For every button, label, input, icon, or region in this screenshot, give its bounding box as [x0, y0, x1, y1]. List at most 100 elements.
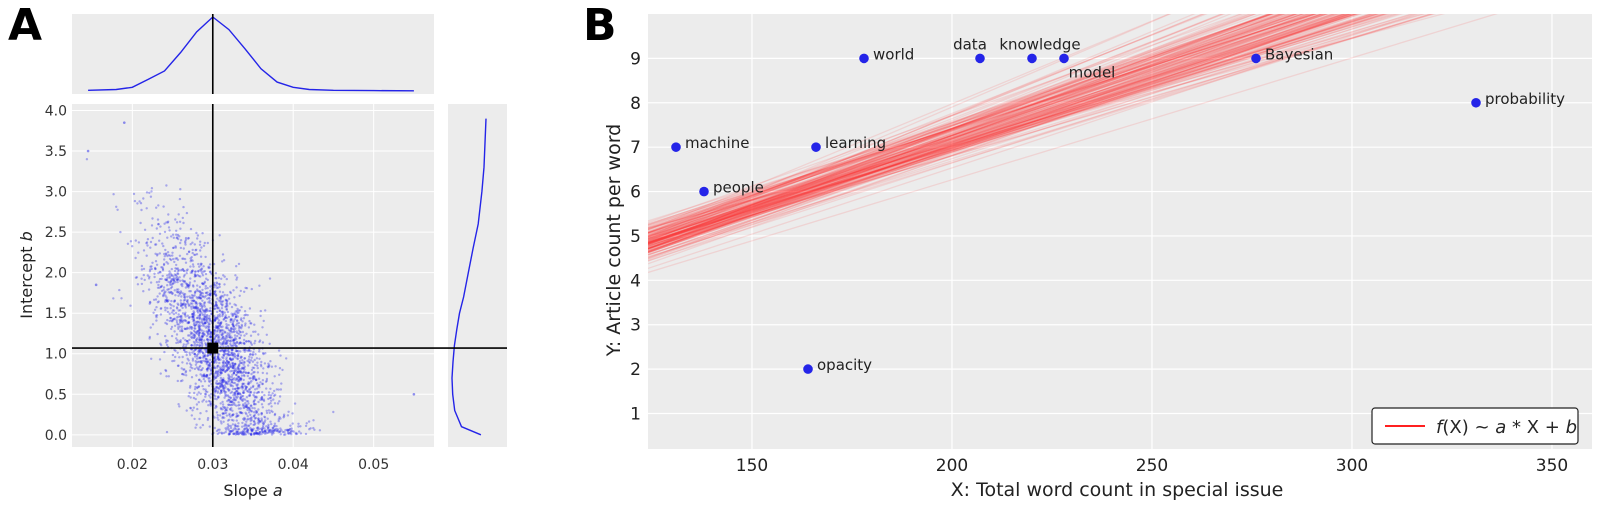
- sample-point: [271, 426, 274, 430]
- sample-point: [240, 323, 243, 327]
- sample-point: [182, 337, 185, 340]
- sample-point: [187, 342, 190, 345]
- sample-point: [198, 290, 201, 293]
- sample-point: [253, 423, 256, 426]
- sample-point: [247, 340, 250, 343]
- sample-point: [230, 378, 233, 381]
- sample-point: [181, 379, 184, 382]
- sample-point: [193, 348, 197, 352]
- sample-point: [224, 337, 227, 340]
- sample-point: [236, 386, 239, 389]
- sample-point: [159, 225, 162, 228]
- sample-point: [213, 374, 216, 378]
- sample-point: [150, 190, 153, 193]
- sample-point: [231, 353, 234, 356]
- sample-point: [129, 304, 132, 307]
- sample-point: [201, 295, 204, 298]
- sample-point: [264, 380, 268, 383]
- sample-point: [297, 422, 300, 425]
- sample-point: [176, 307, 179, 310]
- sample-point: [239, 371, 242, 374]
- sample-point: [247, 381, 250, 384]
- sample-point: [220, 383, 224, 386]
- sample-point: [205, 375, 208, 378]
- sample-point: [243, 374, 246, 378]
- sample-point: [174, 277, 177, 280]
- sample-point: [216, 357, 219, 360]
- sample-point: [230, 384, 233, 387]
- sample-point: [173, 330, 176, 333]
- sample-point: [221, 361, 225, 364]
- sample-point: [239, 431, 242, 434]
- sample-point: [172, 277, 176, 280]
- sample-point: [164, 306, 167, 309]
- sample-point: [259, 419, 262, 423]
- sample-point: [240, 374, 244, 377]
- sample-point: [242, 391, 246, 394]
- sample-point: [177, 268, 180, 272]
- sample-point: [176, 236, 179, 239]
- sample-point: [229, 365, 232, 368]
- sample-point: [205, 374, 208, 377]
- sample-point: [271, 382, 274, 385]
- sample-point: [198, 297, 201, 300]
- sample-point: [195, 338, 198, 342]
- sample-point: [152, 311, 155, 314]
- sample-point: [247, 349, 251, 352]
- sample-point: [192, 317, 196, 320]
- sample-point: [195, 322, 198, 326]
- sample-point: [245, 420, 248, 423]
- sample-point: [134, 239, 137, 242]
- sample-point: [233, 313, 236, 316]
- sample-point: [275, 429, 278, 433]
- sample-point: [173, 273, 177, 276]
- sample-point: [151, 261, 154, 264]
- sample-point: [193, 342, 196, 345]
- sample-point: [257, 408, 260, 411]
- sample-point: [185, 282, 189, 286]
- sample-point: [233, 296, 236, 299]
- sample-point: [232, 428, 235, 431]
- sample-point: [222, 354, 226, 358]
- sample-point: [193, 324, 196, 327]
- sample-point: [184, 286, 188, 289]
- sample-point: [176, 323, 179, 326]
- sample-point: [194, 426, 197, 429]
- sample-point: [240, 305, 243, 309]
- sample-point: [205, 400, 208, 403]
- sample-point: [185, 269, 188, 272]
- sample-point: [186, 340, 189, 343]
- sample-point: [245, 424, 248, 428]
- sample-point: [165, 261, 168, 264]
- sample-point: [237, 332, 241, 336]
- sample-point: [206, 309, 209, 313]
- sample-point: [194, 301, 198, 304]
- sample-point: [147, 288, 151, 291]
- sample-point: [204, 326, 208, 329]
- sample-point: [237, 367, 240, 371]
- sample-point: [192, 329, 196, 332]
- sample-point: [221, 384, 225, 388]
- sample-point: [176, 280, 179, 284]
- sample-point: [170, 235, 173, 238]
- sample-point: [225, 369, 228, 372]
- sample-point: [216, 370, 219, 373]
- sample-point: [244, 384, 247, 388]
- sample-point: [199, 324, 202, 327]
- sample-point: [217, 327, 220, 330]
- sample-point: [232, 381, 235, 385]
- sample-point: [184, 240, 187, 243]
- sample-point: [160, 266, 163, 269]
- sample-point: [236, 383, 240, 386]
- sample-point: [201, 309, 205, 312]
- sample-point: [206, 297, 209, 300]
- sample-point: [171, 359, 174, 363]
- sample-point: [270, 365, 274, 368]
- sample-point: [235, 404, 238, 407]
- sample-point: [223, 316, 227, 319]
- sample-point: [270, 430, 273, 433]
- sample-point: [261, 382, 264, 385]
- sample-point: [231, 413, 235, 416]
- sample-point: [261, 382, 264, 386]
- sample-point: [219, 338, 223, 341]
